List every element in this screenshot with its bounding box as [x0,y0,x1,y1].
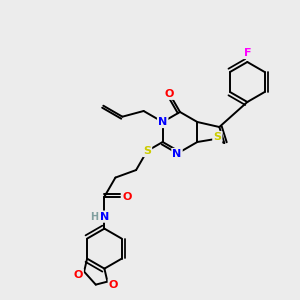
Text: N: N [158,117,167,127]
Text: O: O [123,192,132,202]
Text: N: N [172,149,182,159]
Text: F: F [244,48,251,58]
Text: S: S [143,146,151,156]
Text: O: O [165,89,174,99]
Text: S: S [213,132,221,142]
Text: O: O [74,270,83,280]
Text: O: O [109,280,118,290]
Text: N: N [100,212,109,222]
Text: H: H [90,212,98,222]
